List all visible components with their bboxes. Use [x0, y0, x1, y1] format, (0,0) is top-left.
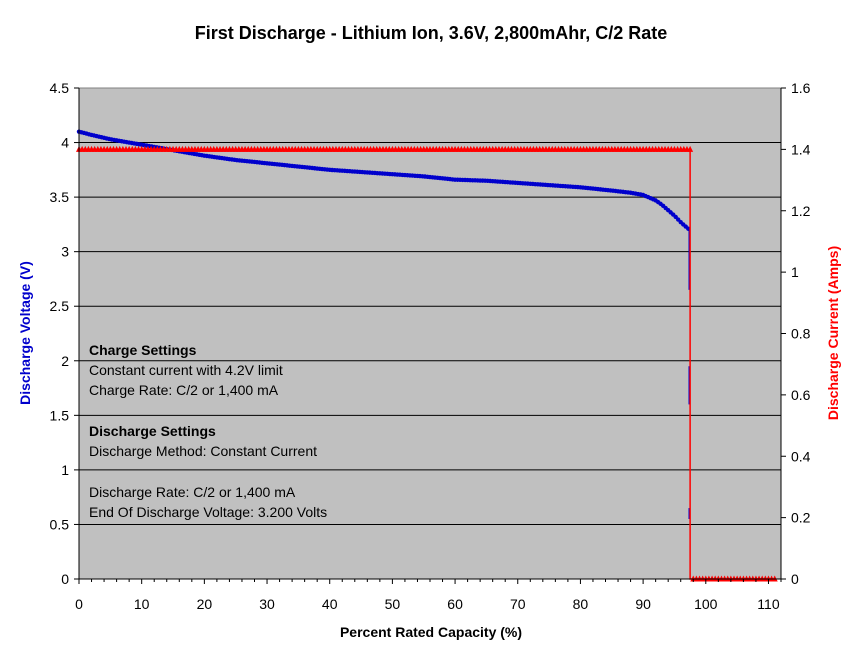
- x-tick-label: 90: [635, 596, 651, 612]
- discharge-settings-line-2: Discharge Rate: C/2 or 1,400 mA: [89, 484, 296, 500]
- y-left-tick-label: 0: [61, 571, 69, 587]
- y-left-tick-label: 2: [61, 353, 69, 369]
- x-tick-label: 0: [75, 596, 83, 612]
- y-right-tick-label: 1.4: [791, 141, 811, 157]
- y-right-tick-label: 0.2: [791, 510, 811, 526]
- x-tick-label: 100: [694, 596, 718, 612]
- y-right-tick-label: 0.4: [791, 448, 811, 464]
- y-left-tick-label: 0.5: [50, 516, 70, 532]
- y-left-tick-label: 3.5: [50, 189, 70, 205]
- x-tick-label: 80: [573, 596, 589, 612]
- y-right-tick-label: 1.6: [791, 80, 811, 96]
- y-left-tick-label: 2.5: [50, 298, 70, 314]
- x-tick-label: 40: [322, 596, 338, 612]
- discharge-settings-line-3: End Of Discharge Voltage: 3.200 Volts: [89, 504, 327, 520]
- gridlines: [79, 142, 781, 525]
- x-tick-label: 10: [134, 596, 150, 612]
- y-right-tick-label: 0: [791, 571, 799, 587]
- y-left-tick-label: 1: [61, 462, 69, 478]
- charge-settings-line-1: Constant current with 4.2V limit: [89, 362, 283, 378]
- y-axis-left-title: Discharge Voltage (V): [17, 261, 33, 405]
- y-axis-right-title: Discharge Current (Amps): [825, 246, 841, 420]
- y-left-tick-label: 3: [61, 244, 69, 260]
- x-tick-label: 60: [447, 596, 463, 612]
- charge-settings-line-2: Charge Rate: C/2 or 1,400 mA: [89, 382, 279, 398]
- y-left-tick-label: 1.5: [50, 407, 70, 423]
- discharge-settings-line-1: Discharge Method: Constant Current: [89, 443, 317, 459]
- y-left-tick-label: 4: [61, 135, 69, 151]
- series-layer: [76, 129, 778, 582]
- y-right-tick-label: 0.8: [791, 326, 811, 342]
- axis-ticks: 0 0.5 1 1.5 2 2.5 3 3.5 4 4.5 0 0.2 0.4 0.6 0.8 1 1.2 1.4…: [50, 80, 811, 612]
- x-tick-label: 20: [197, 596, 213, 612]
- x-tick-label: 30: [259, 596, 275, 612]
- y-right-tick-label: 1: [791, 264, 799, 280]
- x-tick-label: 110: [757, 596, 780, 612]
- settings-annotation: Charge Settings Constant current with 4.…: [89, 342, 327, 520]
- y-left-tick-label: 4.5: [50, 80, 70, 96]
- current-point: [687, 145, 694, 152]
- y-right-tick-label: 1.2: [791, 203, 811, 219]
- charge-settings-heading: Charge Settings: [89, 342, 197, 358]
- chart-title: First Discharge - Lithium Ion, 3.6V, 2,8…: [195, 23, 667, 43]
- x-tick-label: 50: [385, 596, 401, 612]
- y-right-tick-label: 0.6: [791, 387, 811, 403]
- plot-area: [78, 87, 782, 580]
- x-axis-title: Percent Rated Capacity (%): [340, 624, 522, 640]
- x-tick-label: 70: [510, 596, 526, 612]
- discharge-settings-heading: Discharge Settings: [89, 423, 216, 439]
